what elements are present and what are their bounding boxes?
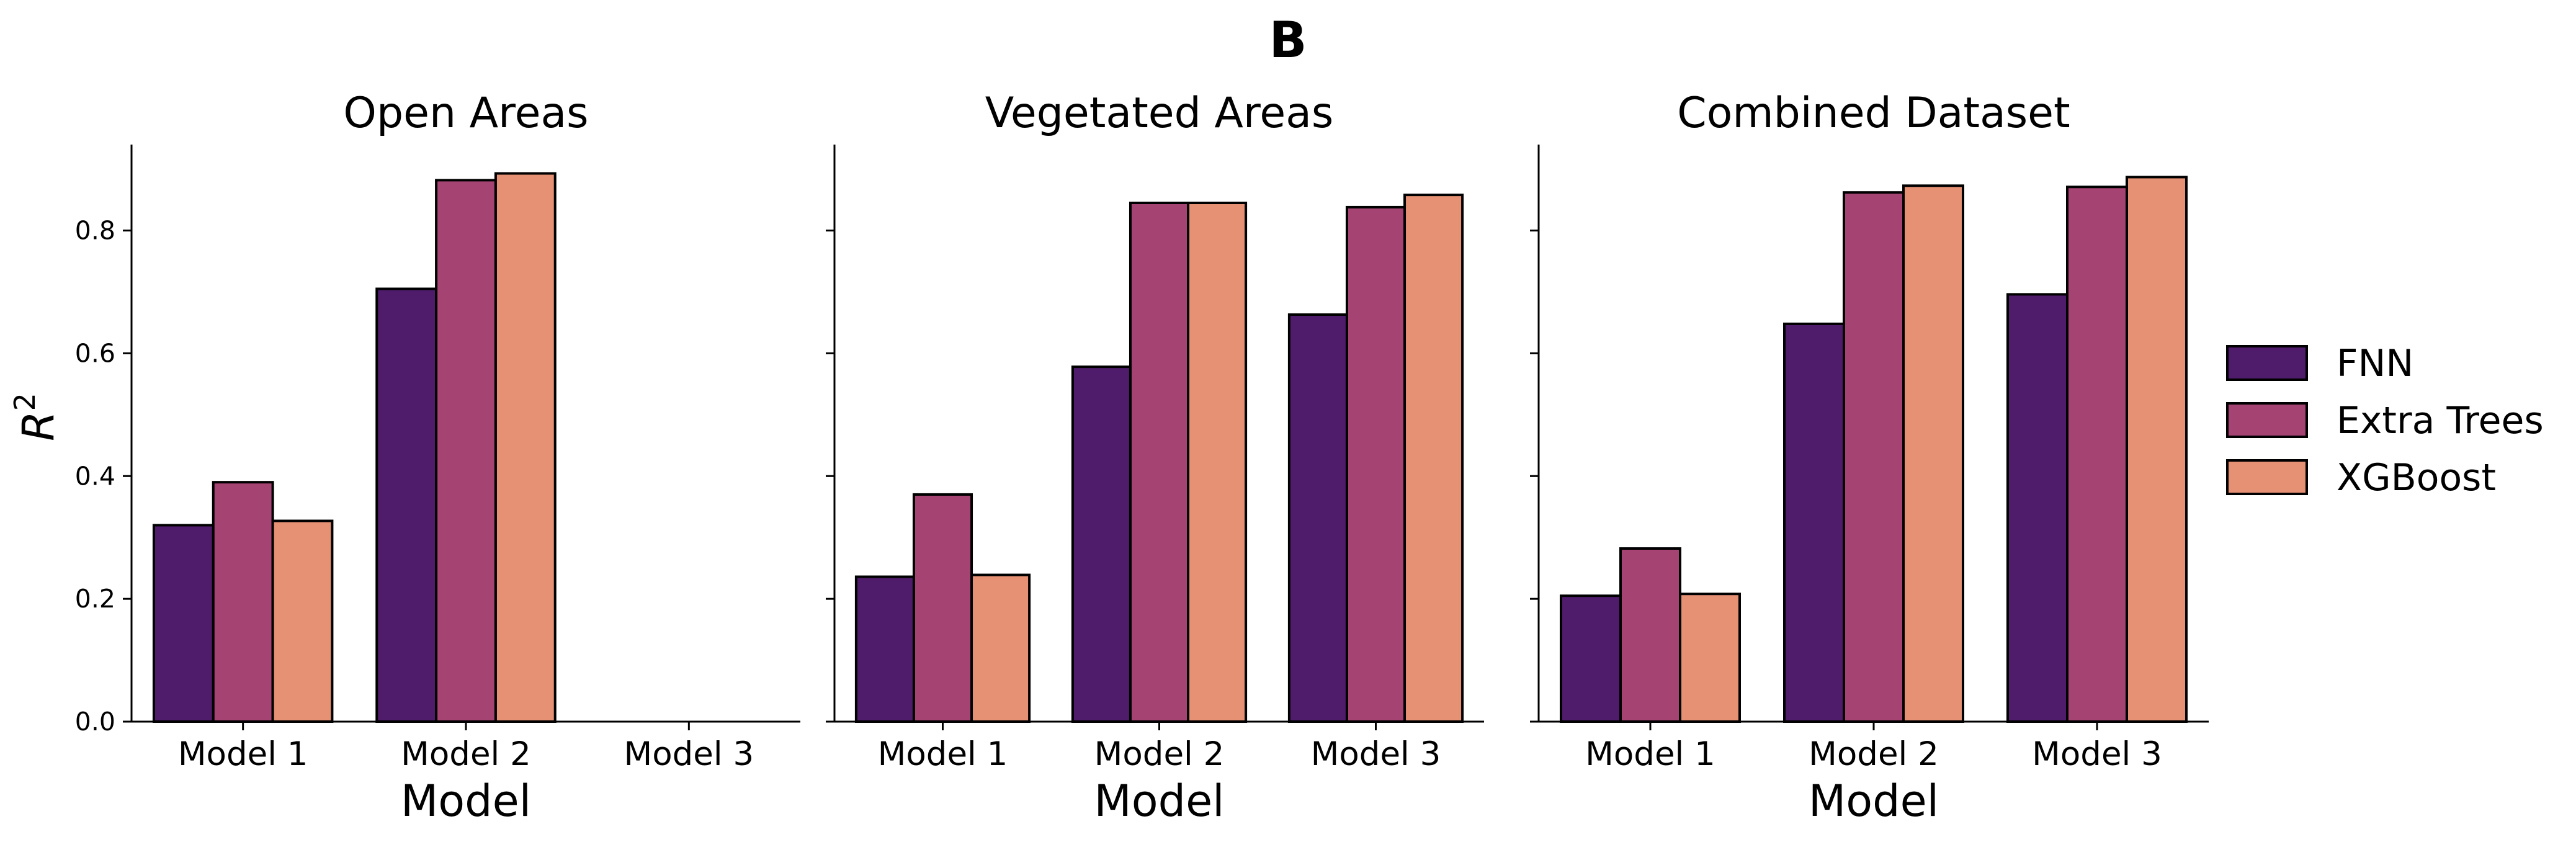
bar-fnn <box>1560 594 1622 723</box>
y-tick-label: 0.4 <box>75 461 115 491</box>
bar-extra-trees <box>212 481 274 723</box>
bar-xgboost <box>494 172 557 723</box>
bar-extra-trees <box>435 179 497 723</box>
bar-xgboost <box>2126 176 2188 723</box>
panel-3: Combined Dataset Model 1 Model 2 Model 3 Mod… <box>1530 89 2209 826</box>
bar-extra-trees <box>1619 547 1681 723</box>
bar-fnn <box>152 524 215 723</box>
bar-xgboost <box>271 519 334 723</box>
bar-fnn <box>1071 365 1132 723</box>
panel-title: Open Areas <box>343 89 588 138</box>
legend-item: Extra Trees <box>2226 399 2544 442</box>
y-axis-label-sup: 2 <box>8 393 42 411</box>
legend: FNN Extra Trees XGBoost <box>2226 342 2544 499</box>
x-tick-label: Model 1 <box>1585 735 1715 773</box>
bar-fnn <box>1783 322 1845 723</box>
x-tick-label: Model 3 <box>1311 735 1441 773</box>
y-tick-label: 0.2 <box>75 584 115 614</box>
panel-2: Vegetated Areas Model 1 Model 2 Model 3 Mode… <box>826 89 1484 826</box>
bar-xgboost <box>970 573 1031 723</box>
panel-title: Vegetated Areas <box>985 89 1334 138</box>
x-tick-label: Model 3 <box>624 735 754 773</box>
bar-fnn <box>854 575 915 723</box>
legend-label: XGBoost <box>2337 456 2496 499</box>
bar-extra-trees <box>1843 191 1905 723</box>
y-axis-label-base: R <box>13 411 64 441</box>
legend-swatch <box>2226 345 2308 381</box>
x-axis-label: Model <box>401 776 531 826</box>
figure-title: B <box>1269 11 1307 69</box>
bar-fnn <box>375 287 438 723</box>
y-tick-label: 0.8 <box>75 216 115 246</box>
legend-swatch <box>2226 459 2308 495</box>
bar-xgboost <box>1902 184 1964 723</box>
legend-swatch <box>2226 402 2308 438</box>
bar-xgboost <box>1187 201 1248 723</box>
x-tick-label: Model 2 <box>1094 735 1225 773</box>
bar-extra-trees <box>1345 205 1407 723</box>
y-tick-label: 0.0 <box>75 707 115 737</box>
bar-xgboost <box>1679 593 1741 723</box>
bar-xgboost <box>1403 194 1464 723</box>
x-axis-label: Model <box>1094 776 1224 826</box>
x-tick-label: Model 1 <box>878 735 1008 773</box>
legend-item: XGBoost <box>2226 456 2496 499</box>
x-axis-label: Model <box>1809 776 1939 826</box>
legend-label: FNN <box>2337 342 2413 385</box>
y-tick-label: 0.6 <box>75 338 115 368</box>
legend-label: Extra Trees <box>2337 399 2544 442</box>
x-tick-label: Model 3 <box>2032 735 2162 773</box>
panel-title: Combined Dataset <box>1677 89 2070 138</box>
x-tick-label: Model 1 <box>178 735 308 773</box>
bar-extra-trees <box>912 493 973 723</box>
bar-fnn <box>1287 313 1348 723</box>
bar-fnn <box>2006 293 2068 723</box>
bar-extra-trees <box>1129 201 1190 723</box>
bar-extra-trees <box>2066 186 2128 723</box>
x-tick-label: Model 2 <box>1809 735 1939 773</box>
x-tick-label: Model 2 <box>401 735 531 773</box>
y-axis-label: R2 <box>8 393 64 441</box>
legend-item: FNN <box>2226 342 2413 385</box>
